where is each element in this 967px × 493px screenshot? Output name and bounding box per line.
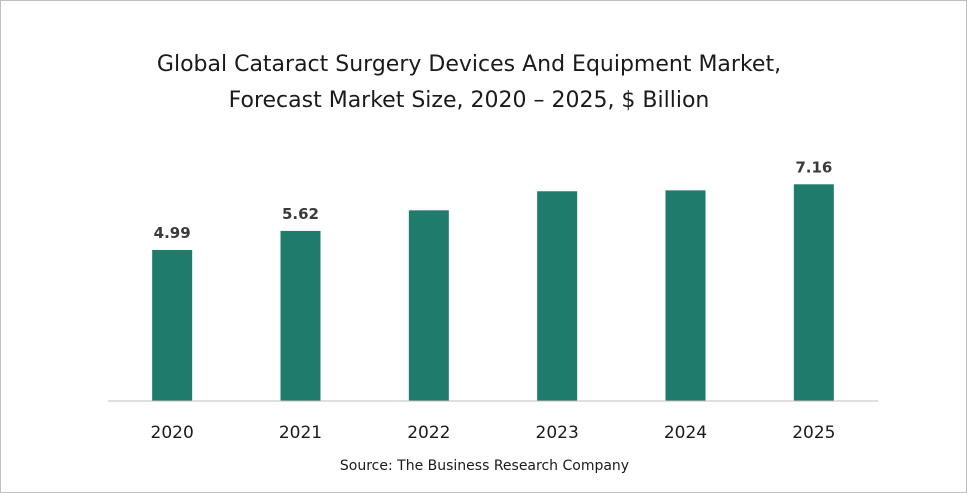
- x-tick-label-2020: 2020: [151, 423, 194, 443]
- bar-2021: [280, 230, 321, 401]
- chart-title: Global Cataract Surgery Devices And Equi…: [1, 47, 937, 119]
- data-labels-group: 4.99 5.62 7.16: [154, 158, 833, 242]
- data-label-2025: 7.16: [795, 158, 832, 176]
- chart-title-line-1: Global Cataract Surgery Devices And Equi…: [156, 52, 782, 77]
- x-tick-label-2023: 2023: [536, 423, 579, 443]
- x-tick-label-2024: 2024: [664, 423, 707, 443]
- data-label-2020: 4.99: [154, 224, 191, 242]
- bar-2023: [537, 191, 578, 401]
- bar-2024: [665, 190, 706, 401]
- chart-title-line-2: Forecast Market Size, 2020 – 2025, $ Bil…: [228, 88, 710, 113]
- data-label-2021: 5.62: [282, 205, 319, 223]
- source-note: Source: The Business Research Company: [339, 458, 630, 474]
- x-tick-label-2022: 2022: [407, 423, 450, 443]
- bar-2020: [152, 249, 193, 401]
- bar-2025: [793, 184, 834, 401]
- x-tick-label-2021: 2021: [279, 423, 322, 443]
- bar-2022: [408, 210, 449, 401]
- x-axis-ticks: 2020 2021 2022 2023 2024 2025: [151, 423, 836, 443]
- bars-group: [152, 184, 834, 401]
- x-tick-label-2025: 2025: [792, 423, 835, 443]
